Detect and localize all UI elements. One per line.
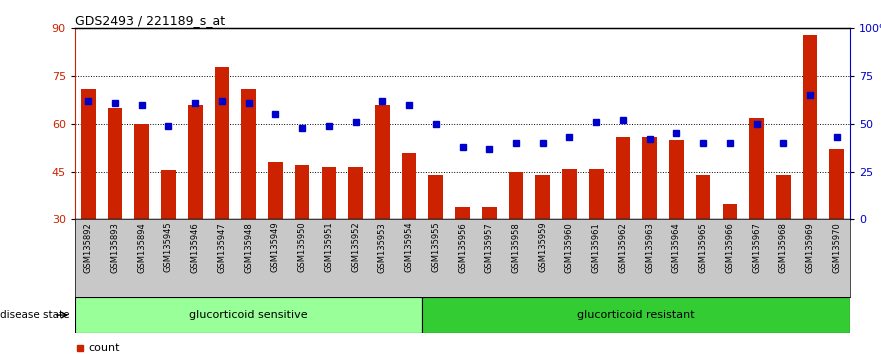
Text: GDS2493 / 221189_s_at: GDS2493 / 221189_s_at (75, 14, 225, 27)
Bar (803, 35, 818, 219)
Bar (348, 167, 363, 219)
Text: GSM135963: GSM135963 (645, 222, 655, 273)
Text: GSM135951: GSM135951 (324, 222, 333, 273)
Bar (422, 297, 850, 333)
Bar (241, 89, 256, 219)
Text: GSM135953: GSM135953 (378, 222, 387, 273)
Text: disease state: disease state (0, 310, 70, 320)
Bar (188, 105, 203, 219)
Bar (455, 207, 470, 219)
Text: GSM135892: GSM135892 (84, 222, 93, 273)
Text: GSM135952: GSM135952 (352, 222, 360, 273)
Bar (375, 105, 389, 219)
Bar (295, 165, 309, 219)
Text: count: count (88, 343, 120, 353)
Text: GSM135957: GSM135957 (485, 222, 493, 273)
Text: GSM135945: GSM135945 (164, 222, 173, 273)
Bar (642, 137, 657, 219)
Bar (428, 175, 443, 219)
Bar (669, 140, 684, 219)
Text: GSM135960: GSM135960 (565, 222, 574, 273)
Text: GSM135969: GSM135969 (805, 222, 815, 273)
Bar (508, 172, 523, 219)
Text: GSM135893: GSM135893 (110, 222, 120, 273)
Bar (482, 207, 497, 219)
Bar (696, 175, 710, 219)
Text: GSM135949: GSM135949 (270, 222, 280, 273)
Bar (81, 89, 96, 219)
Text: GSM135948: GSM135948 (244, 222, 253, 273)
Bar (829, 149, 844, 219)
Bar (722, 204, 737, 219)
Text: glucorticoid sensitive: glucorticoid sensitive (189, 310, 308, 320)
Text: GSM135959: GSM135959 (538, 222, 547, 273)
Text: GSM135947: GSM135947 (218, 222, 226, 273)
Bar (268, 162, 283, 219)
Text: GSM135961: GSM135961 (592, 222, 601, 273)
Text: GSM135954: GSM135954 (404, 222, 413, 273)
Bar (107, 108, 122, 219)
Bar (402, 153, 417, 219)
Text: GSM135965: GSM135965 (699, 222, 707, 273)
Bar (616, 137, 630, 219)
Text: GSM135968: GSM135968 (779, 222, 788, 273)
Text: GSM135950: GSM135950 (298, 222, 307, 273)
Bar (589, 169, 603, 219)
Bar (562, 169, 577, 219)
Text: GSM135958: GSM135958 (512, 222, 521, 273)
Bar (161, 170, 176, 219)
Text: GSM135970: GSM135970 (833, 222, 841, 273)
Text: GSM135894: GSM135894 (137, 222, 146, 273)
Text: GSM135946: GSM135946 (190, 222, 200, 273)
Bar (749, 118, 764, 219)
Bar (135, 124, 149, 219)
Bar (776, 175, 790, 219)
Text: GSM135956: GSM135956 (458, 222, 467, 273)
Text: GSM135967: GSM135967 (752, 222, 761, 273)
Text: glucorticoid resistant: glucorticoid resistant (577, 310, 695, 320)
Bar (322, 167, 337, 219)
Text: GSM135966: GSM135966 (725, 222, 735, 273)
Text: GSM135955: GSM135955 (432, 222, 440, 273)
Text: GSM135964: GSM135964 (672, 222, 681, 273)
Bar (75, 297, 422, 333)
Bar (215, 67, 229, 219)
Text: GSM135962: GSM135962 (618, 222, 627, 273)
Bar (536, 175, 550, 219)
